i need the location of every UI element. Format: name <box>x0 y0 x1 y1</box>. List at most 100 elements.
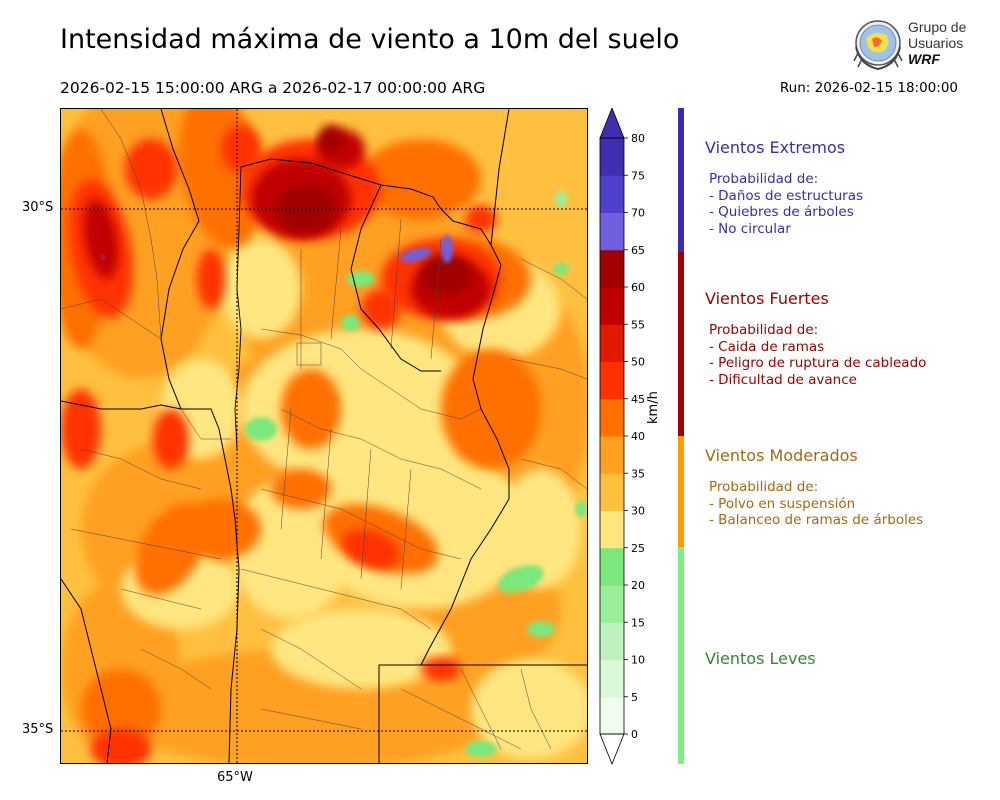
colorbar-tick-label: 45 <box>631 393 645 406</box>
colorbar-tick-label: 55 <box>631 318 645 331</box>
colorbar-cell <box>600 361 624 400</box>
colorbar-tick-label: 80 <box>631 132 645 145</box>
colorbar-cell <box>600 473 624 511</box>
category-item: - No circular <box>709 220 791 237</box>
category-extremos: Vientos Extremos Probabilidad de: - Daño… <box>705 138 863 237</box>
wind-field-patch <box>271 609 451 689</box>
wind-field-patch <box>465 205 497 233</box>
category-intro: Probabilidad de: <box>709 479 819 495</box>
wind-field-patch <box>471 659 587 759</box>
colorbar: 0 5 10 15 20 25 30 35 40 45 50 55 60 65 70 75 80 <box>598 106 668 768</box>
category-bar-leves <box>678 547 684 764</box>
colorbar-cell <box>600 547 624 586</box>
category-item: - Peligro de ruptura de cableado <box>709 355 927 371</box>
category-fuertes: Vientos Fuertes Probabilidad de: - Caida… <box>705 289 926 388</box>
colorbar-cell <box>600 510 624 549</box>
category-intro: Probabilidad de: <box>709 171 819 187</box>
wind-field-patch <box>361 289 401 329</box>
political-borders <box>61 109 587 763</box>
category-leves: Vientos Leves <box>705 649 816 668</box>
wind-field-patch <box>361 139 481 219</box>
wind-field-patch <box>527 621 555 637</box>
category-title: Vientos Leves <box>705 649 816 668</box>
colorbar-cells <box>599 106 625 766</box>
wind-field-patch <box>221 239 301 339</box>
wind-field-patch <box>501 469 581 589</box>
wind-field-patch <box>271 469 331 509</box>
wind-field-patch <box>231 479 351 619</box>
run-timestamp: Run: 2026-02-15 18:00:00 <box>779 80 958 96</box>
wind-field-patch <box>83 199 119 279</box>
wind-field-patch <box>319 125 343 153</box>
colorbar-cell <box>600 696 624 735</box>
wind-field-patch <box>498 565 544 593</box>
colorbar-tick-label: 65 <box>631 244 645 257</box>
colorbar-tick-label: 25 <box>631 542 645 555</box>
colorbar-under-arrow <box>599 733 625 766</box>
colorbar-ticks: 0 5 10 15 20 25 30 35 40 45 50 55 60 65 70 75 80 <box>624 132 645 741</box>
colorbar-tick-label: 0 <box>631 728 638 741</box>
colorbar-tick-label: 35 <box>631 467 645 480</box>
logo-line-3: WRF <box>908 51 940 67</box>
category-item: - Balanceo de ramas de árboles <box>709 512 924 528</box>
colorbar-graphic: 0 5 10 15 20 25 30 35 40 45 50 55 60 65 70 75 80 <box>599 106 645 766</box>
category-moderados: Vientos Moderados Probabilidad de: - Pol… <box>705 446 923 529</box>
category-item: - Daños de estructuras <box>709 187 864 204</box>
category-item: - Quiebres de árboles <box>709 204 854 220</box>
colorbar-unit-label: km/h <box>646 391 661 424</box>
wind-map[interactable] <box>60 108 588 764</box>
colorbar-cell <box>600 436 624 474</box>
colorbar-tick-label: 70 <box>631 207 645 220</box>
category-bar-extremos <box>678 108 684 252</box>
colorbar-cell <box>600 659 624 698</box>
map-title: Intensidad máxima de viento a 10m del su… <box>60 24 680 55</box>
wind-field-patch <box>553 263 569 275</box>
wind-field-patch <box>221 125 261 173</box>
wind-field-patch <box>575 501 587 517</box>
graticule <box>61 109 587 763</box>
colorbar-tick-label: 60 <box>631 281 645 294</box>
colorbar-cell <box>600 138 624 176</box>
category-title: Vientos Extremos <box>705 138 846 157</box>
wind-field-patch <box>61 389 101 469</box>
logo-line-2: Usuarios <box>908 35 964 51</box>
colorbar-cell <box>600 585 624 623</box>
colorbar-tick-label: 10 <box>631 654 645 667</box>
colorbar-tick-label: 30 <box>631 505 645 518</box>
logo-line-1: Grupo de <box>908 19 967 35</box>
wrf-group-logo: Grupo de Usuarios WRF <box>850 17 970 73</box>
colorbar-cell <box>600 287 624 325</box>
lon-label-65w: 65°W <box>217 770 253 785</box>
wind-field-patch <box>441 349 541 469</box>
colorbar-cell <box>600 324 624 362</box>
lat-label-30s: 30°S <box>22 200 54 215</box>
wind-field-patch <box>101 255 105 259</box>
category-title: Vientos Fuertes <box>705 289 829 308</box>
category-item: - Dificultad de avance <box>709 371 857 388</box>
category-intro: Probabilidad de: <box>709 322 819 338</box>
forecast-period: 2026-02-15 15:00:00 ARG a 2026-02-17 00:… <box>60 79 486 97</box>
colorbar-over-arrow <box>599 106 625 139</box>
colorbar-tick-label: 75 <box>631 169 645 182</box>
category-bar-fuertes <box>678 252 684 436</box>
category-title: Vientos Moderados <box>705 446 858 465</box>
wind-field-patch <box>555 191 567 207</box>
colorbar-cell <box>600 249 624 288</box>
wind-field-patch <box>341 315 361 331</box>
category-item: - Caida de ramas <box>709 338 825 355</box>
colorbar-tick-label: 50 <box>631 356 645 369</box>
colorbar-tick-label: 15 <box>631 616 645 629</box>
colorbar-cell <box>600 212 624 251</box>
category-bar-moderados <box>678 436 684 547</box>
colorbar-cell <box>600 398 624 437</box>
wind-field-patch <box>441 235 453 263</box>
wind-field-patch <box>347 271 375 287</box>
wind-map-canvas <box>61 109 587 763</box>
lat-label-35s: 35°S <box>22 722 54 737</box>
wind-field-patch <box>197 249 225 309</box>
wind-field-patch <box>125 139 177 199</box>
wind-field-patch <box>245 417 277 441</box>
wind-field-patch <box>91 729 151 763</box>
wind-field-patch <box>281 369 341 449</box>
wind-field-patch <box>153 409 189 469</box>
